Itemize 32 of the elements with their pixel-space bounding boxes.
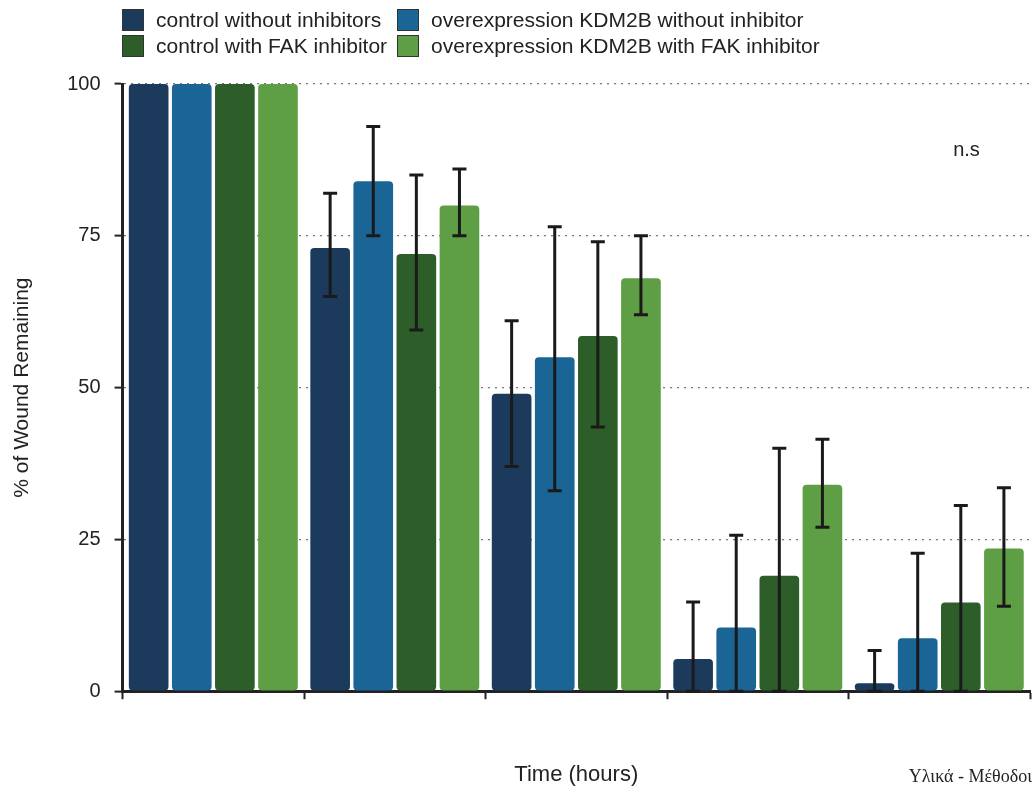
legend-label: control without inhibitors bbox=[156, 8, 382, 32]
bar bbox=[534, 357, 575, 691]
bar bbox=[984, 548, 1024, 691]
text: Υλικά - Μέθοδοι bbox=[908, 766, 1032, 787]
bar bbox=[491, 393, 532, 691]
bar bbox=[215, 84, 255, 691]
y-axis-title: % of Wound Remaining bbox=[9, 277, 33, 498]
bar bbox=[802, 484, 843, 691]
bar bbox=[258, 84, 298, 691]
y-tick-label: 25 bbox=[78, 526, 101, 549]
bar bbox=[353, 181, 394, 691]
bar bbox=[396, 254, 437, 691]
bar bbox=[439, 205, 480, 691]
bar bbox=[578, 335, 618, 691]
y-tick-label: 100 bbox=[67, 71, 101, 94]
y-tick-label: 0 bbox=[89, 678, 101, 701]
bar bbox=[128, 84, 169, 691]
bar bbox=[310, 247, 350, 691]
y-tick-label: 50 bbox=[78, 375, 101, 398]
bar bbox=[621, 278, 661, 691]
bar bbox=[171, 84, 212, 691]
y-tick-label: 75 bbox=[78, 223, 101, 246]
legend-label: overexpression KDM2B without inhibitor bbox=[431, 8, 804, 32]
legend-label: control with FAK inhibitor bbox=[156, 34, 388, 58]
annotation: n.s bbox=[953, 138, 980, 160]
bar bbox=[940, 602, 981, 691]
x-axis-title: Time (hours) bbox=[514, 760, 639, 786]
bar bbox=[673, 659, 713, 691]
bar bbox=[759, 575, 800, 691]
legend-label: overexpression KDM2B with FAK inhibitor bbox=[431, 34, 820, 58]
bar bbox=[716, 627, 757, 691]
bar bbox=[897, 638, 938, 691]
